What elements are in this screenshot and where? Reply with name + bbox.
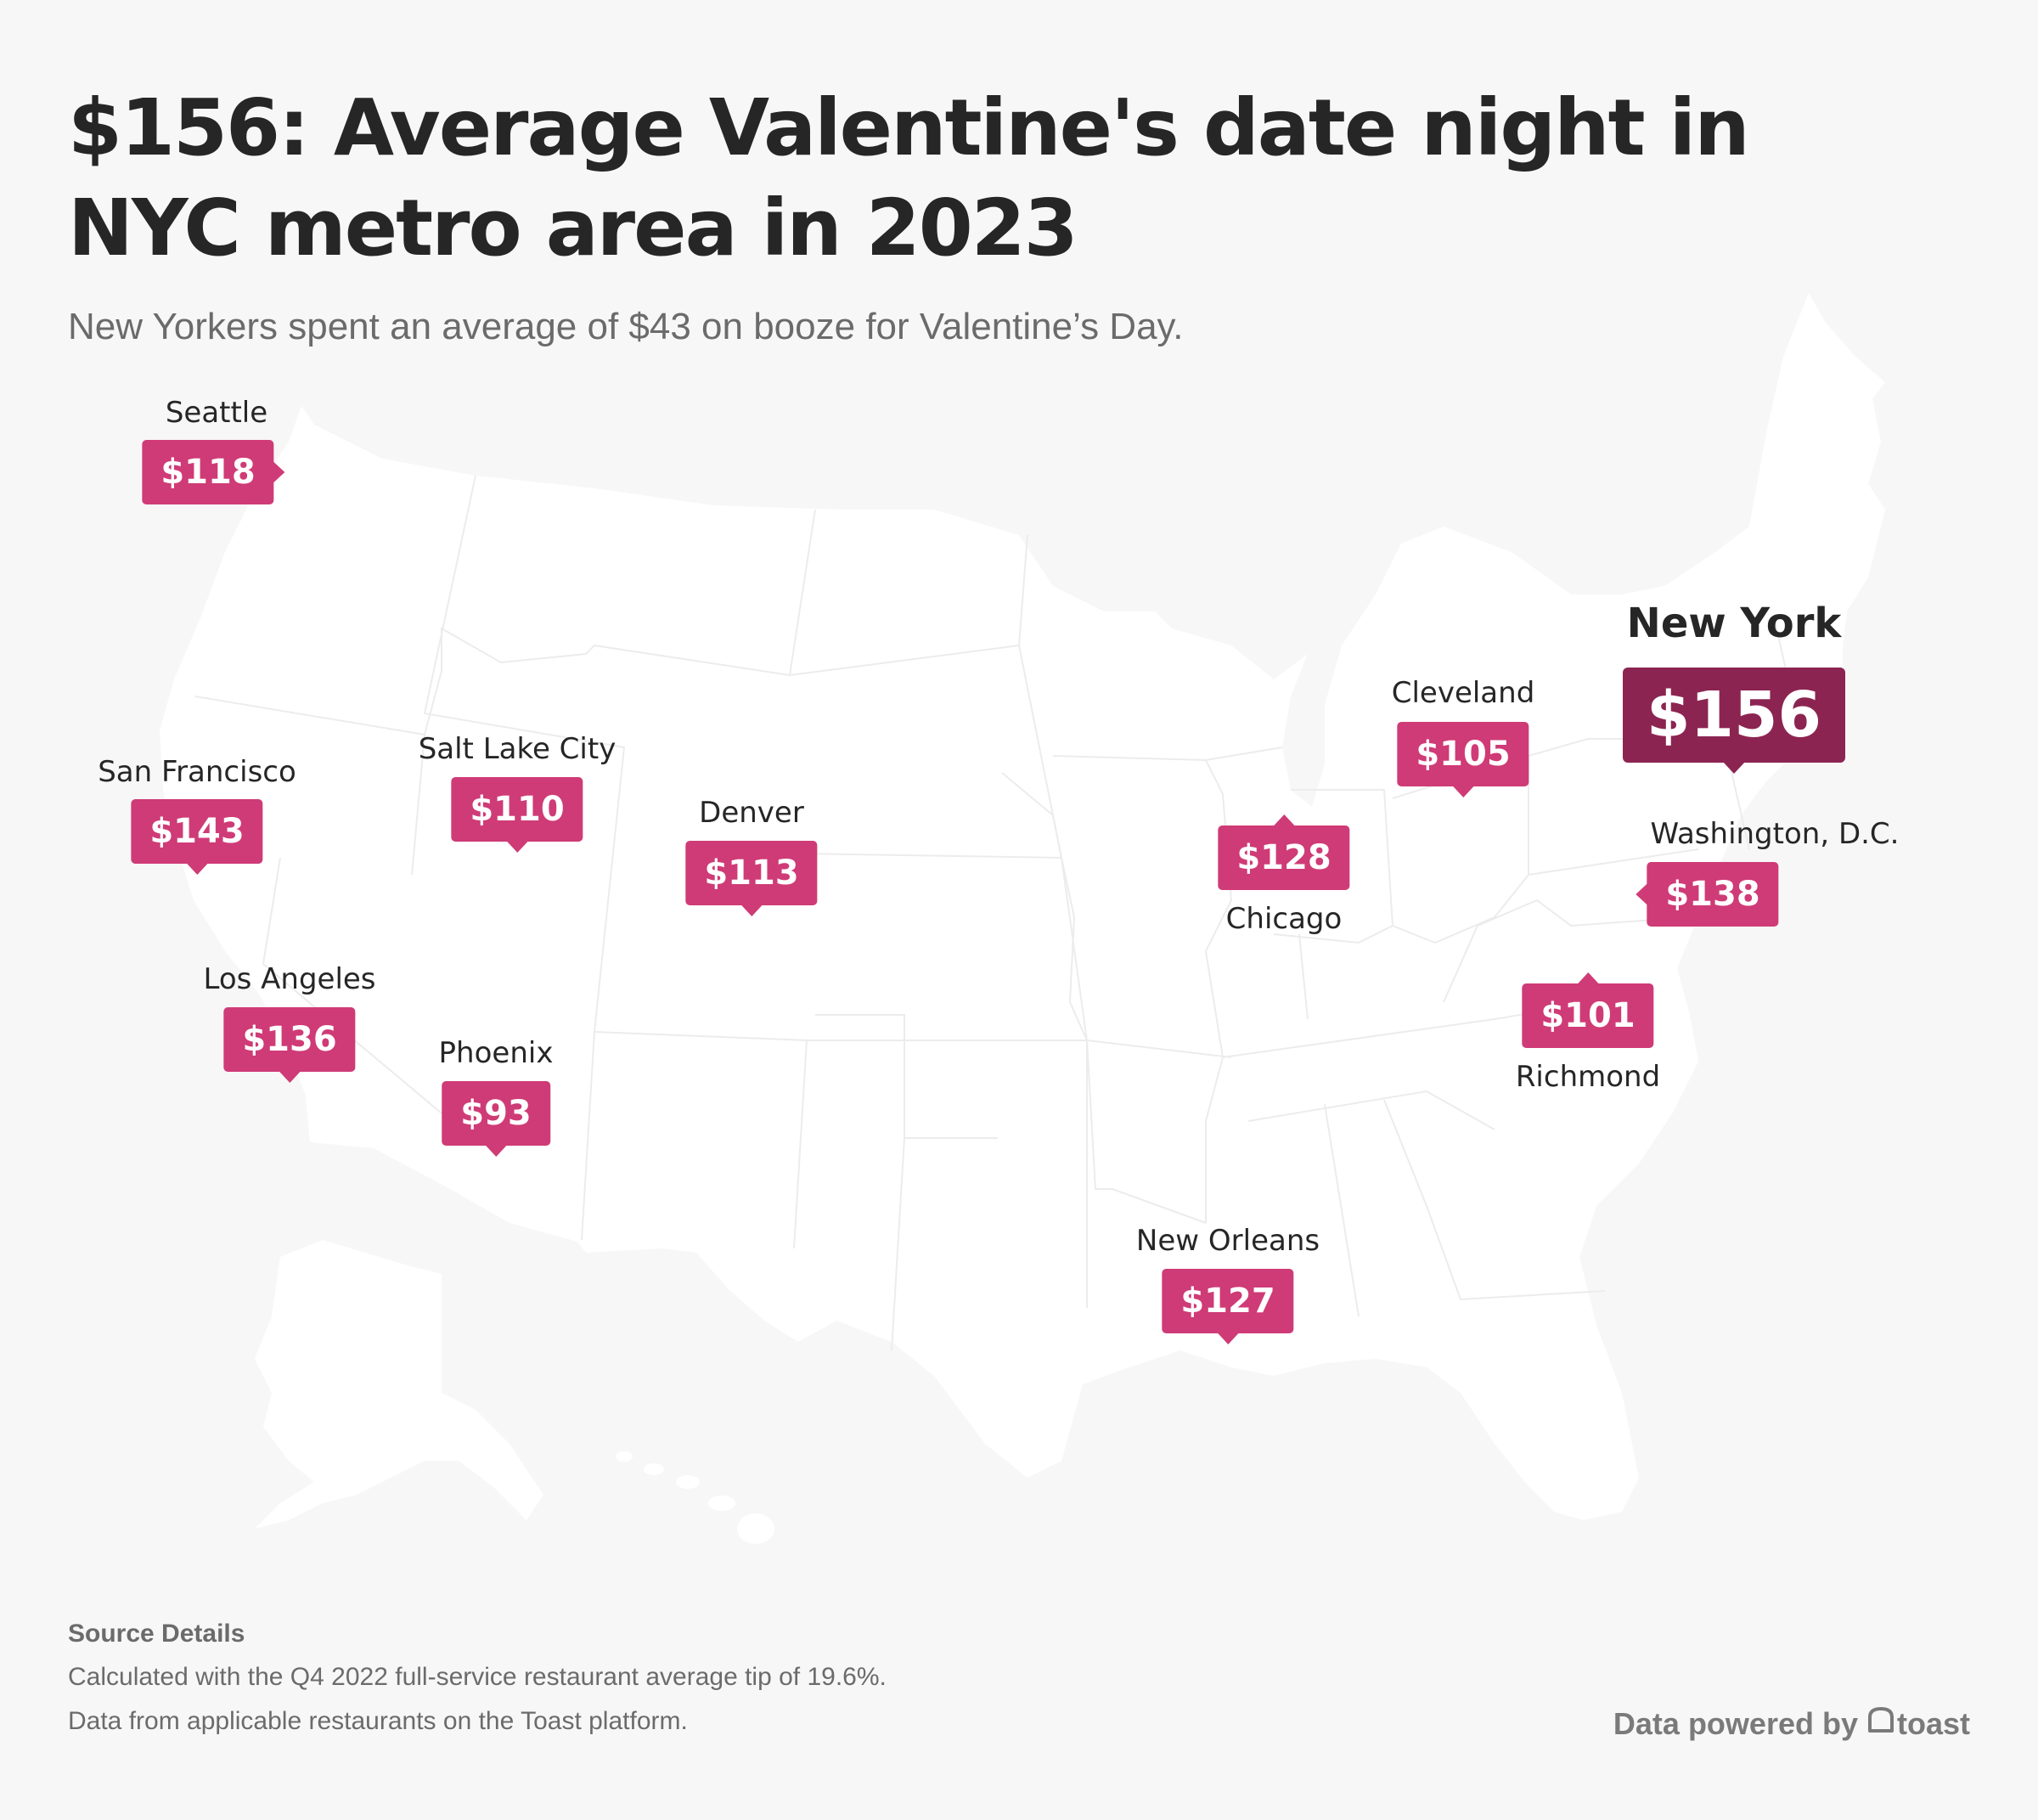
page-subtitle: New Yorkers spent an average of $43 on b…: [68, 306, 1184, 347]
price-tag-chicago: $128: [1218, 814, 1350, 890]
city-label-san-francisco: San Francisco: [98, 755, 296, 789]
source-line-tip: Calculated with the Q4 2022 full-service…: [68, 1663, 887, 1691]
price-tag-salt-lake-city: $110: [451, 777, 583, 853]
city-label-seattle: Seattle: [165, 396, 268, 430]
city-label-denver: Denver: [699, 796, 804, 830]
price-tag-new-york: $156: [1623, 668, 1845, 774]
price-tag-new-orleans: $127: [1162, 1269, 1294, 1344]
price-tag-seattle: $118: [142, 440, 286, 504]
price-tag-washington-dc: $138: [1635, 862, 1779, 927]
source-details-heading: Source Details: [68, 1620, 245, 1648]
source-line-data: Data from applicable restaurants on the …: [68, 1707, 688, 1735]
data-credit: Data powered by toast: [1613, 1705, 1970, 1742]
price-tag-san-francisco: $143: [131, 799, 263, 875]
toast-logo-icon: [1866, 1705, 1895, 1742]
price-tag-los-angeles: $136: [223, 1007, 356, 1083]
city-label-richmond: Richmond: [1515, 1060, 1661, 1094]
city-label-phoenix: Phoenix: [438, 1036, 554, 1070]
credit-prefix: Data powered by: [1613, 1705, 1858, 1741]
page-title: $156: Average Valentine's date night in …: [68, 82, 1750, 273]
city-label-new-york: New York: [1626, 600, 1842, 647]
city-label-chicago: Chicago: [1225, 902, 1343, 936]
hawaii-land: [616, 1451, 774, 1544]
city-label-new-orleans: New Orleans: [1135, 1224, 1320, 1258]
price-tag-richmond: $101: [1522, 972, 1654, 1048]
price-tag-denver: $113: [685, 841, 818, 916]
city-label-los-angeles: Los Angeles: [203, 962, 376, 996]
alaska-land: [255, 1240, 543, 1529]
contiguous-us-land: [160, 293, 1885, 1520]
state-borders: [194, 475, 1793, 1351]
credit-brand: toast: [1896, 1705, 1970, 1741]
price-tag-phoenix: $93: [442, 1081, 550, 1157]
city-label-salt-lake-city: Salt Lake City: [418, 732, 616, 766]
city-label-washington-dc: Washington, D.C.: [1650, 817, 1900, 851]
price-tag-cleveland: $105: [1397, 722, 1529, 797]
city-label-cleveland: Cleveland: [1391, 676, 1535, 710]
